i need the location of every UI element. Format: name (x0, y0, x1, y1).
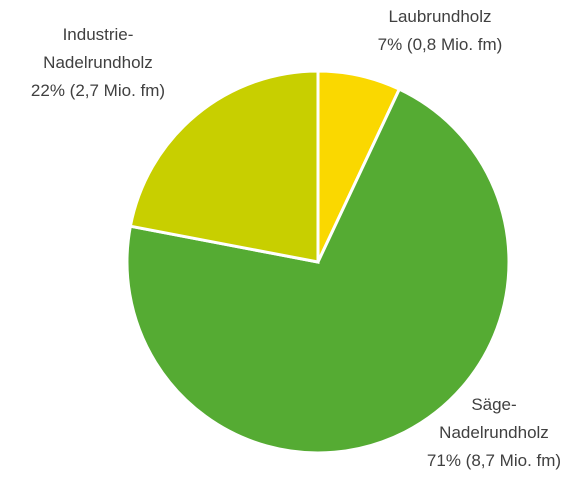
pie-slice (125, 87, 511, 455)
category-label: Säge- Nadelrundholz (439, 395, 549, 442)
category-label-line: Nadelrundholz (43, 53, 153, 72)
value-label: 22% (2,7 Mio. fm) (31, 81, 165, 100)
category-label: Industrie- Nadelrundholz (43, 25, 153, 72)
value-label: 7% (0,8 Mio. fm) (378, 35, 503, 54)
category-label: Laubrundholz (388, 7, 491, 26)
category-label-line: Laubrundholz (388, 7, 491, 26)
pie-slice (128, 69, 320, 264)
category-label-line: Säge- (471, 395, 516, 414)
category-label-line: Nadelrundholz (439, 423, 549, 442)
value-label: 71% (8,7 Mio. fm) (427, 451, 561, 470)
category-label-line: Industrie- (63, 25, 134, 44)
